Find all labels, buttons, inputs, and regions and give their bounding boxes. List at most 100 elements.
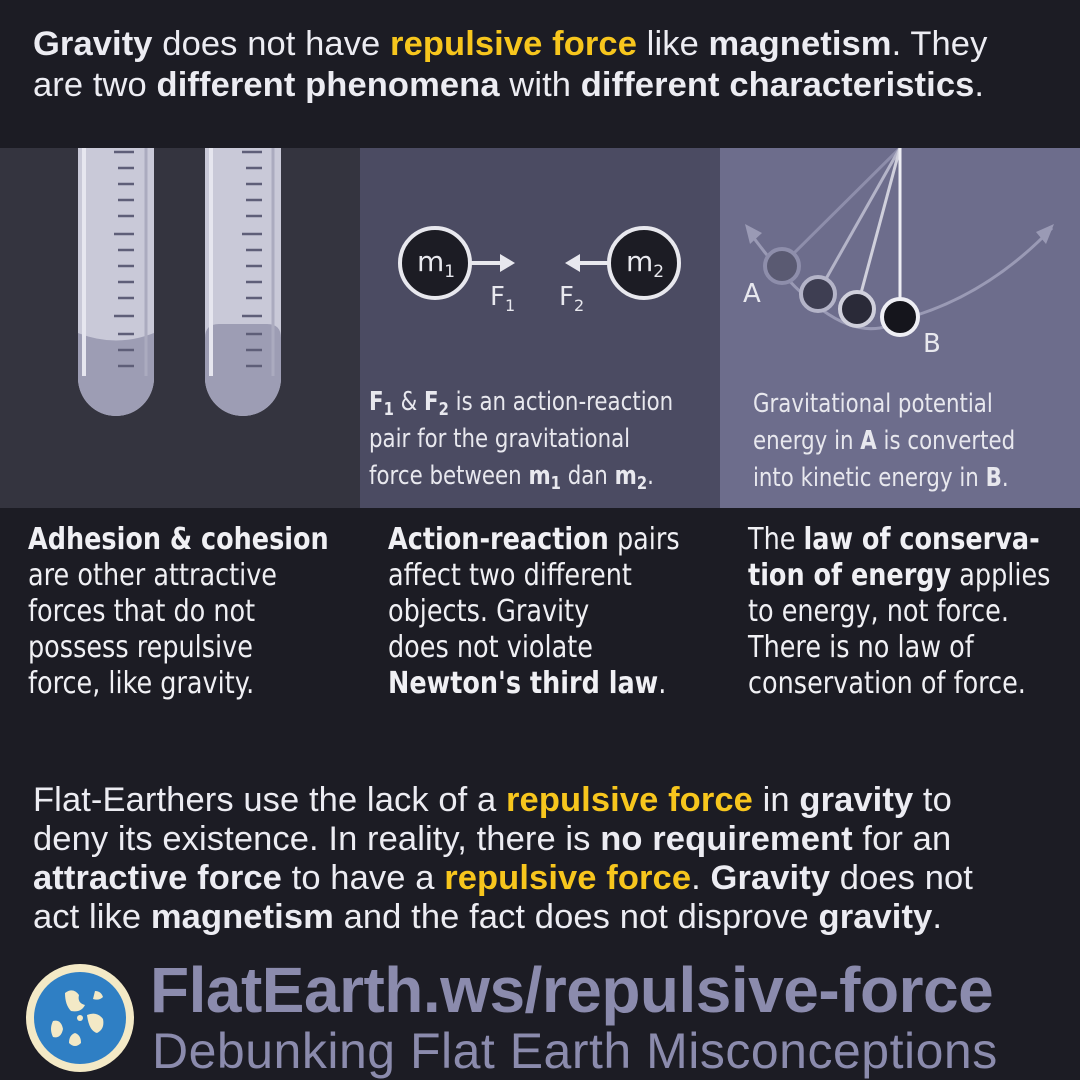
mass-m1 [398,226,472,300]
caption-text: pair for the gravitational [369,424,631,454]
column-bold: law of conserva- [803,522,1040,557]
column-line: to energy, not force. [748,594,1009,629]
summary-highlight: repulsive force [506,781,753,819]
headline-word: magnetism [708,25,892,63]
action-reaction-text: Action-reaction pairs affect two differe… [388,522,728,702]
panel-test-tubes [0,148,360,508]
summary-highlight: repulsive force [444,859,692,897]
column-line: does not violate [388,630,593,665]
caption-a: A [860,426,877,456]
summary-text: deny its existence. In reality, there is [33,820,601,858]
summary-text: and the fact does not disprove [333,898,819,936]
caption-text: is an action-reaction [448,387,674,417]
headline-highlight: repulsive force [390,25,637,63]
summary-bold: magnetism [150,898,334,936]
masses-illustration: m1 m2 F1 F2 [398,226,681,315]
column-line: possess repulsive [28,630,253,665]
headline-word: different phenomena [156,66,500,104]
headline-text: with [499,66,581,104]
caption-m1: m [528,461,551,491]
flat-earth-logo [26,964,134,1072]
headline-word: Gravity [33,25,153,63]
caption-m1-sub: 1 [550,473,561,494]
arc-arrowhead-right [1036,224,1054,244]
label-a: A [743,279,761,309]
pendulum-bob-a [763,247,801,285]
m1-label: m1 [417,245,455,282]
arrow-f1 [471,254,515,272]
column-line: force, like gravity. [28,666,255,701]
label-b: B [923,329,941,359]
adhesion-text: Adhesion & cohesion are other attractive… [28,522,368,702]
pendulum-bob [838,290,876,328]
headline-text: are two [33,66,157,104]
panel-pendulum: A B Gravitational potential energy in A … [720,148,1080,508]
summary-text: for an [852,820,952,858]
column-line: applies [951,558,1051,593]
summary-text: does not [830,859,973,897]
caption-f1: F [369,387,384,417]
column-line: There is no law of [748,630,974,665]
caption-text: . [647,461,654,491]
summary-bold: gravity [799,781,914,819]
site-url[interactable]: FlatEarth.ws/repulsive-force [150,954,994,1026]
summary-text: act like [33,898,151,936]
m2-label: m2 [626,245,664,282]
caption-text: is converted [876,426,1016,456]
pendulum-illustration: A B [743,148,1054,359]
headline-text: . They [891,25,988,63]
caption-b: B [985,463,1002,493]
caption-text: energy in [753,426,861,456]
column-line: The [748,522,804,557]
column-bold: tion of energy [748,558,952,593]
headline-text: does not have [152,25,391,63]
column-heading: Adhesion & cohesion [28,522,329,557]
column-heading: Action-reaction [388,522,609,557]
caption-text: into kinetic energy in [753,463,986,493]
f2-label: F2 [559,282,584,315]
summary-bold: Gravity [710,859,831,897]
headline-word: different characteristics [580,66,975,104]
caption-text: dan [560,461,615,491]
column-line: forces that do not [28,594,256,629]
headline-text: . [974,66,985,104]
column-bold: Newton's third law [388,666,659,701]
summary-text: to have a [281,859,445,897]
column-line: conservation of force. [748,666,1026,701]
f1-label: F1 [490,282,515,315]
caption-m2: m [614,461,637,491]
energy-caption: Gravitational potential energy in A is c… [753,386,1015,497]
action-reaction-caption: F1 & F2 is an action-reaction pair for t… [369,384,673,495]
headline: Gravity does not have repulsive force li… [33,24,1063,106]
summary-bold: no requirement [600,820,853,858]
conservation-text: The law of conserva- tion of energy appl… [748,522,1080,702]
pendulum-bob [799,275,837,313]
headline-text: like [637,25,709,63]
summary-text: . [932,898,943,936]
caption-f2-sub: 2 [438,399,449,420]
summary-text: Flat-Earthers use the lack of a [33,781,506,819]
arc-arrowhead-left [745,224,762,244]
panel-action-reaction: m1 m2 F1 F2 F1 & F2 is an action-reactio… [360,148,720,508]
column-line: objects. Gravity [388,594,590,629]
arrow-f2 [565,254,608,272]
caption-text: & [393,387,425,417]
summary-text: in [752,781,800,819]
test-tube-right [205,148,281,416]
site-tagline: Debunking Flat Earth Misconceptions [152,1023,998,1079]
column-line: . [658,666,667,701]
test-tube-left [78,148,154,416]
summary-text: to [913,781,952,819]
summary-text: . [691,859,701,897]
test-tubes-illustration [78,148,281,416]
caption-f1-sub: 1 [383,399,394,420]
mass-m2 [607,226,681,300]
column-line: pairs [608,522,680,557]
column-line: affect two different [388,558,632,593]
caption-text: force between [369,461,529,491]
summary-paragraph: Flat-Earthers use the lack of a repulsiv… [33,781,1063,937]
column-line: are other attractive [28,558,278,593]
summary-bold: attractive force [33,859,282,897]
pendulum-bob-b [880,297,920,337]
caption-m2-sub: 2 [636,473,648,494]
